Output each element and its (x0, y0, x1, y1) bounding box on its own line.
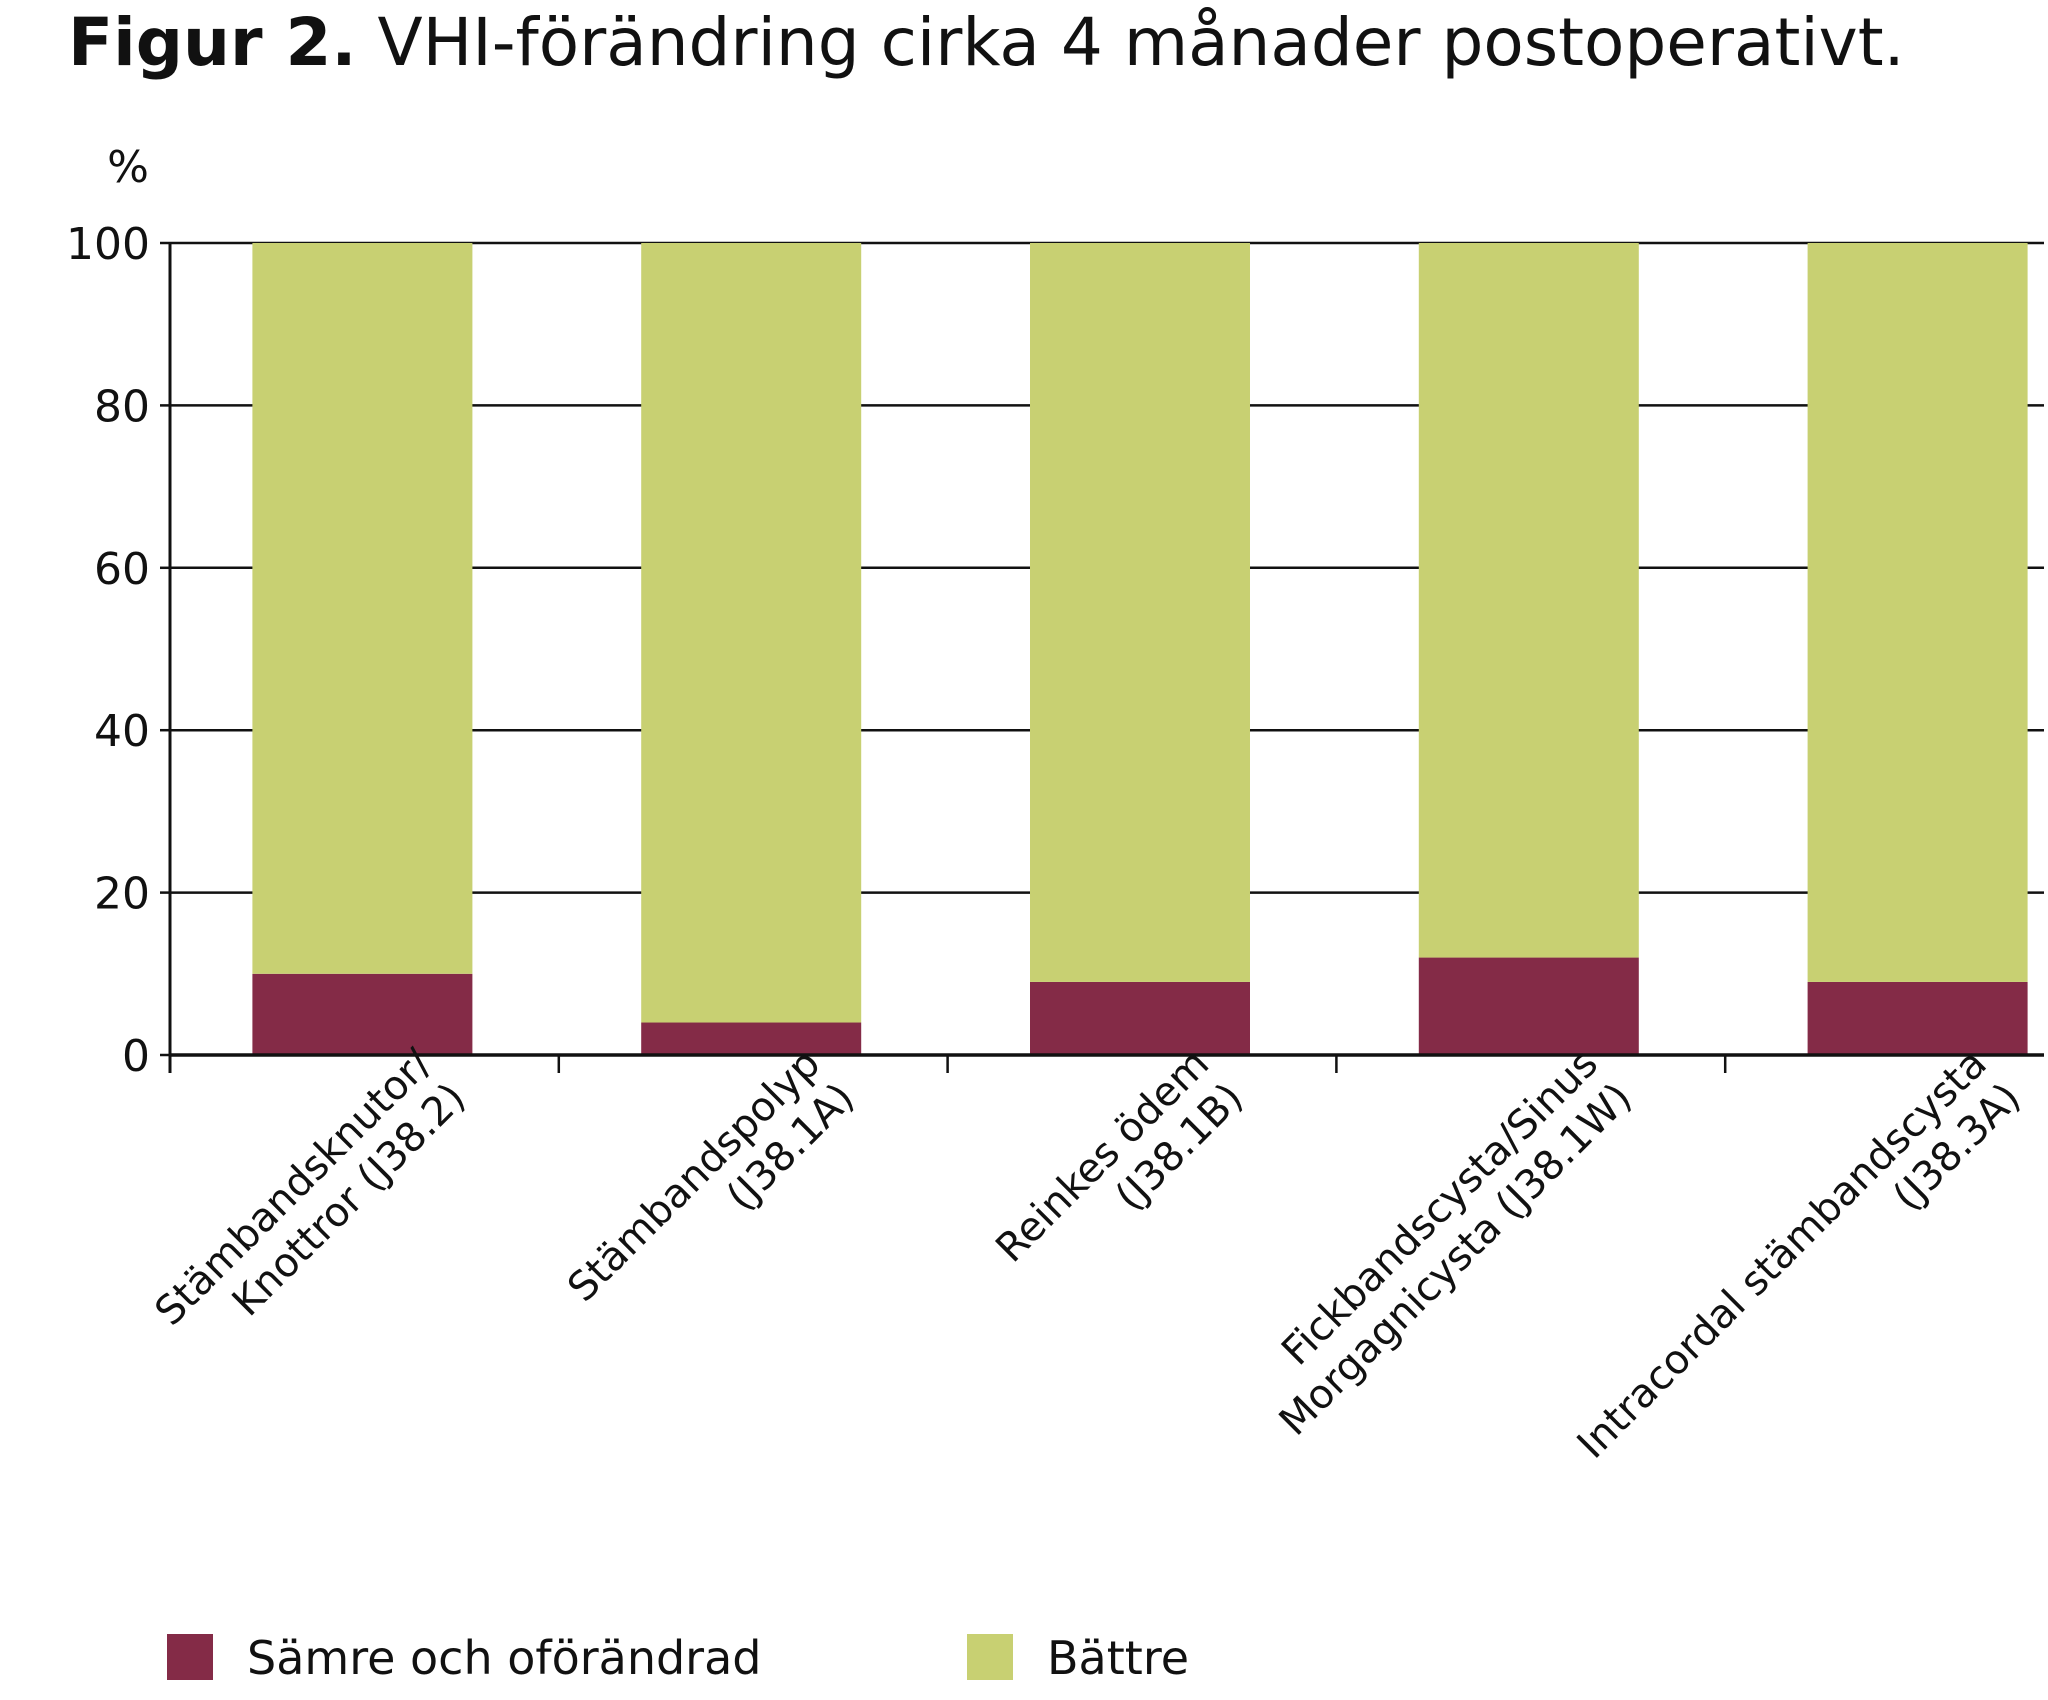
title-text: VHI-förändring cirka 4 månader postopera… (377, 4, 1905, 81)
y-tick-label: 40 (94, 706, 150, 757)
legend-label: Bättre (1047, 1631, 1189, 1685)
y-tick-label: 80 (94, 381, 150, 432)
bar-segment (252, 973, 473, 1055)
bars (252, 243, 2028, 1055)
axes (168, 243, 2044, 1073)
legend: Sämre och oförändrad Bättre (167, 1631, 1189, 1685)
x-category-label: Fickbandscysta/SinusMorgagnicysta (J38.1… (1237, 1041, 1641, 1445)
y-axis-label: % (107, 142, 149, 193)
bar-segment (1030, 981, 1250, 1055)
title-lead: Figur 2. (68, 4, 357, 81)
bar-segment (1807, 981, 2028, 1055)
x-category-label-line: Fickbandscysta/Sinus (1273, 1041, 1607, 1375)
bar-segment (641, 243, 862, 1023)
bar-segment (1807, 243, 2028, 982)
chart-title: Figur 2. VHI-förändring cirka 4 månader … (68, 0, 1905, 86)
legend-swatch (967, 1634, 1013, 1680)
bar-segment (1418, 957, 1639, 1055)
bar-segment (1418, 243, 1639, 958)
bar-segment (252, 243, 473, 974)
y-tick-label: 100 (66, 219, 150, 270)
x-category-label: Reinkes ödem(J38.1B) (987, 1041, 1252, 1306)
y-tick-label: 20 (94, 869, 150, 920)
x-category-label: Stämbandspolyp(J38.1A) (559, 1041, 863, 1345)
y-tick-label: 0 (122, 1031, 150, 1082)
x-category-labels: Stämbandsknutor/Knottror (J38.2) Stämband… (146, 1040, 2029, 1467)
x-category-label: Stämbandsknutor/Knottror (J38.2) (146, 1040, 474, 1368)
legend-label: Sämre och oförändrad (247, 1631, 761, 1685)
x-category-label-line: Stämbandsknutor/ (146, 1040, 441, 1335)
legend-swatch (167, 1634, 213, 1680)
y-tick-label: 60 (94, 544, 150, 595)
y-ticks: 0 20 40 60 80 100 (66, 219, 170, 1082)
bar-segment (641, 1022, 862, 1055)
x-category-label-line: Morgagnicysta (J38.1W) (1271, 1075, 1641, 1445)
bar-segment (1030, 243, 1250, 982)
